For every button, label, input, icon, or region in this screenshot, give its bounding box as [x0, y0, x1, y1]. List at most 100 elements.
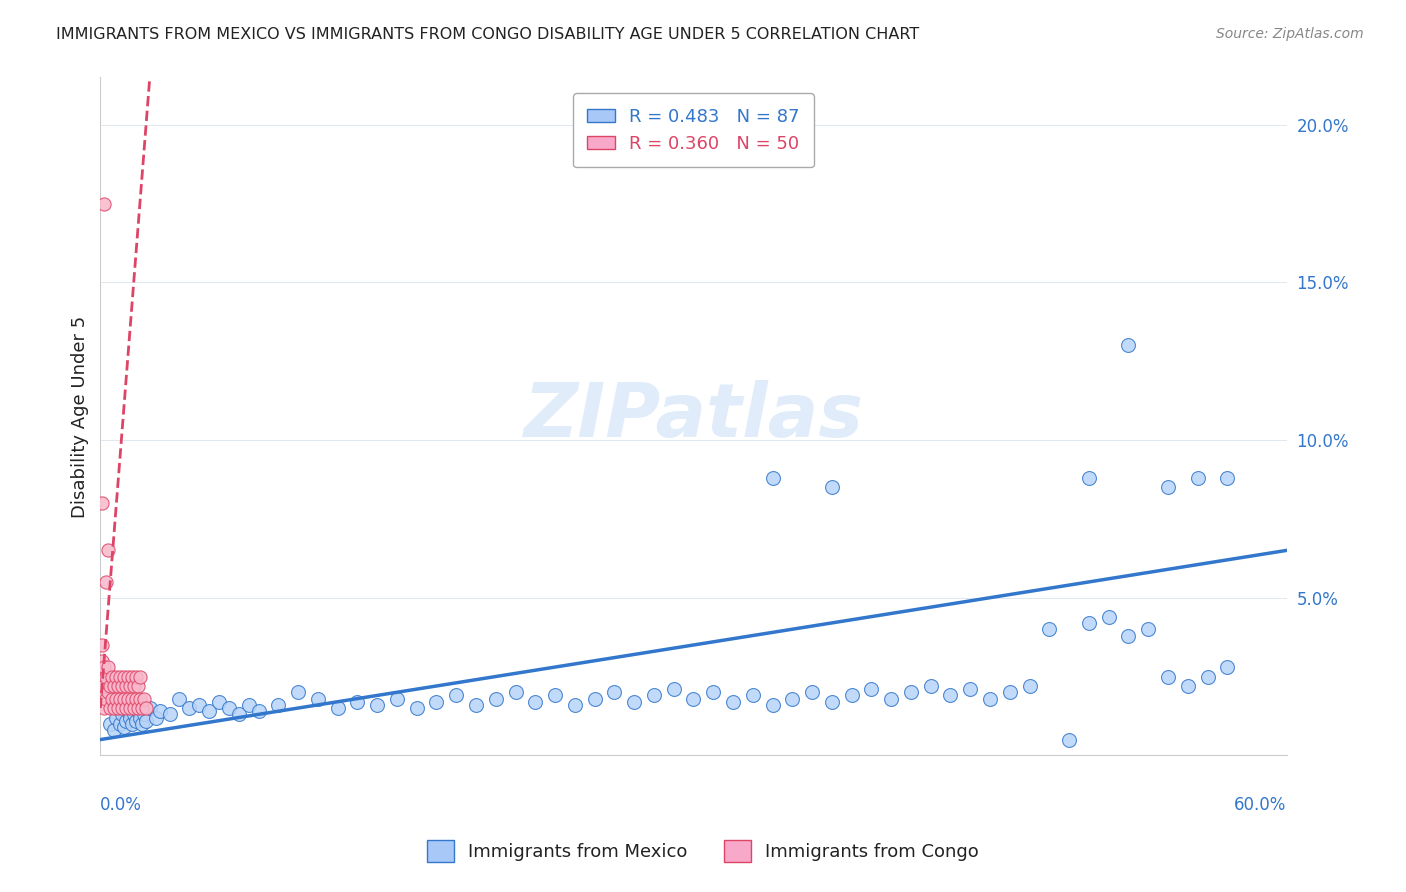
Point	[97, 543, 120, 558]
Point	[238, 698, 260, 712]
Point	[128, 710, 150, 724]
Point	[128, 691, 150, 706]
Point	[979, 691, 1001, 706]
Point	[1077, 615, 1099, 630]
Point	[1118, 628, 1140, 642]
Point	[127, 704, 149, 718]
Legend: R = 0.483   N = 87, R = 0.360   N = 50: R = 0.483 N = 87, R = 0.360 N = 50	[574, 94, 814, 167]
Point	[108, 669, 131, 683]
Point	[112, 720, 135, 734]
Point	[287, 685, 309, 699]
Point	[149, 704, 172, 718]
Point	[121, 691, 143, 706]
Point	[159, 707, 181, 722]
Point	[91, 654, 114, 668]
Point	[98, 716, 121, 731]
Point	[1018, 679, 1040, 693]
Text: IMMIGRANTS FROM MEXICO VS IMMIGRANTS FROM CONGO DISABILITY AGE UNDER 5 CORRELATI: IMMIGRANTS FROM MEXICO VS IMMIGRANTS FRO…	[56, 27, 920, 42]
Point	[307, 691, 329, 706]
Point	[662, 682, 685, 697]
Point	[761, 471, 783, 485]
Point	[96, 669, 118, 683]
Point	[91, 669, 114, 683]
Point	[880, 691, 903, 706]
Point	[179, 701, 201, 715]
Point	[643, 689, 665, 703]
Point	[860, 682, 883, 697]
Point	[111, 679, 134, 693]
Point	[267, 698, 290, 712]
Point	[125, 669, 148, 683]
Point	[169, 691, 191, 706]
Legend: Immigrants from Mexico, Immigrants from Congo: Immigrants from Mexico, Immigrants from …	[419, 833, 987, 870]
Point	[623, 695, 645, 709]
Point	[761, 698, 783, 712]
Point	[900, 685, 922, 699]
Y-axis label: Disability Age Under 5: Disability Age Under 5	[72, 315, 89, 517]
Point	[93, 196, 115, 211]
Point	[998, 685, 1021, 699]
Point	[135, 714, 157, 728]
Point	[1077, 471, 1099, 485]
Text: 0.0%: 0.0%	[100, 796, 142, 814]
Point	[91, 638, 114, 652]
Point	[101, 669, 124, 683]
Point	[1177, 679, 1199, 693]
Point	[920, 679, 942, 693]
Point	[117, 669, 139, 683]
Point	[97, 660, 120, 674]
Point	[127, 701, 149, 715]
Point	[603, 685, 626, 699]
Point	[103, 723, 125, 738]
Point	[821, 695, 844, 709]
Point	[107, 701, 129, 715]
Point	[108, 691, 131, 706]
Point	[135, 701, 157, 715]
Point	[118, 679, 141, 693]
Point	[107, 701, 129, 715]
Point	[801, 685, 824, 699]
Point	[326, 701, 349, 715]
Point	[346, 695, 368, 709]
Point	[228, 707, 250, 722]
Point	[425, 695, 447, 709]
Point	[208, 695, 231, 709]
Point	[98, 701, 121, 715]
Text: Source: ZipAtlas.com: Source: ZipAtlas.com	[1216, 27, 1364, 41]
Point	[105, 669, 128, 683]
Point	[112, 691, 135, 706]
Point	[682, 691, 704, 706]
Point	[485, 691, 508, 706]
Point	[112, 669, 135, 683]
Point	[122, 701, 145, 715]
Point	[544, 689, 567, 703]
Point	[111, 701, 134, 715]
Point	[741, 689, 763, 703]
Point	[939, 689, 962, 703]
Point	[188, 698, 211, 712]
Point	[564, 698, 586, 712]
Point	[721, 695, 744, 709]
Point	[121, 669, 143, 683]
Point	[117, 704, 139, 718]
Point	[96, 691, 118, 706]
Point	[131, 716, 153, 731]
Point	[131, 701, 153, 715]
Point	[1197, 669, 1219, 683]
Point	[218, 701, 240, 715]
Point	[132, 707, 155, 722]
Point	[1216, 471, 1239, 485]
Point	[118, 701, 141, 715]
Point	[108, 716, 131, 731]
Point	[103, 701, 125, 715]
Point	[139, 701, 162, 715]
Point	[91, 496, 114, 510]
Point	[98, 679, 121, 693]
Point	[127, 679, 149, 693]
Point	[132, 691, 155, 706]
Point	[103, 679, 125, 693]
Point	[128, 669, 150, 683]
Point	[101, 691, 124, 706]
Point	[93, 679, 115, 693]
Point	[366, 698, 388, 712]
